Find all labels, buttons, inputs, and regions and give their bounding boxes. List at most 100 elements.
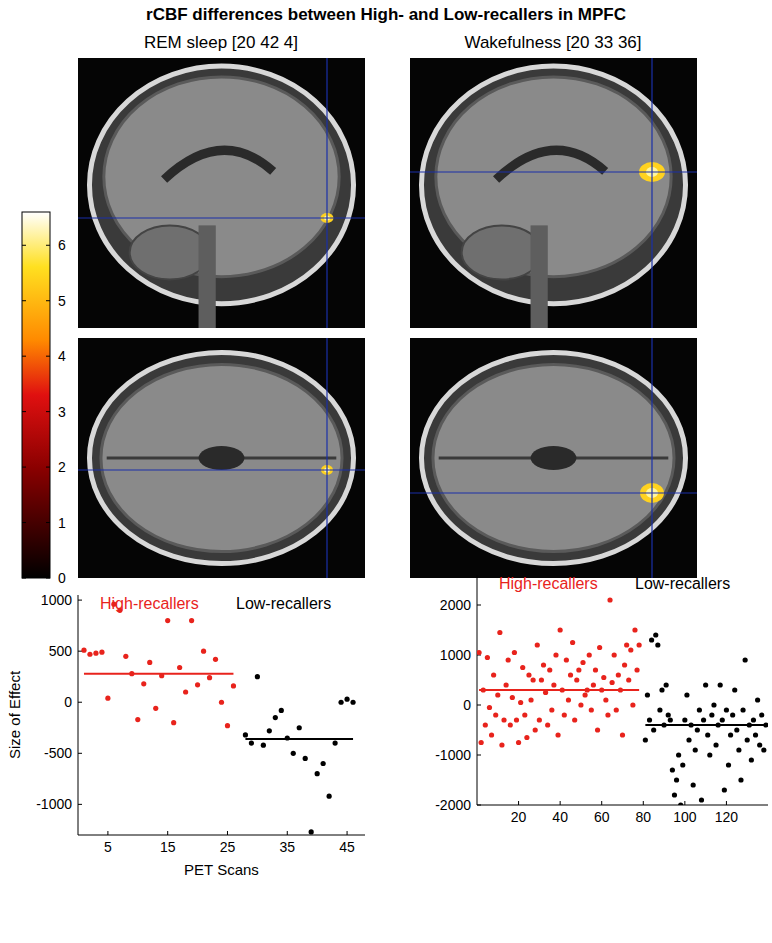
point [751,717,756,722]
x-tick-label: 25 [220,839,236,855]
point [533,727,538,732]
point [350,700,355,705]
y-tick-label: 500 [49,643,73,659]
point [703,682,708,687]
ventricle [496,150,605,179]
point [607,597,612,602]
y-tick [477,605,481,606]
point [738,777,743,782]
brain [101,364,342,551]
point [487,705,492,710]
point [231,683,236,688]
ventricle [164,150,273,179]
point [495,692,500,697]
point [724,707,729,712]
point [610,680,615,685]
point [711,702,716,707]
point [135,717,140,722]
image-bg [78,58,365,328]
point [647,717,652,722]
point [745,737,750,742]
colorbar-tick-label: 3 [58,404,66,420]
point [489,732,494,737]
x-axis-label: PET Scans [184,861,259,878]
scatter-chart: -2000-100001000200020406080100120High-re… [435,575,768,825]
point [501,717,506,722]
point [279,708,284,713]
point [321,761,326,766]
point [483,722,488,727]
crosshair [410,492,697,493]
point [603,697,608,702]
point [201,649,206,654]
colorbar-tick [22,411,26,412]
x-tick [227,831,228,835]
colorbar-tick [22,522,26,523]
point [524,735,529,740]
x-tick [560,801,561,805]
y-tick-label: 0 [463,697,471,713]
point [753,732,758,737]
point [504,682,509,687]
point [701,717,706,722]
point [518,700,523,705]
series-label: Low-recallers [236,595,331,612]
point [99,650,104,655]
point [626,677,631,682]
colorbar-tick [22,245,26,246]
point [695,727,700,732]
point [643,737,648,742]
y-tick [78,702,82,703]
point [562,712,567,717]
point [171,720,176,725]
point [578,702,583,707]
y-tick-label: 1000 [440,647,471,663]
colorbar-tick [22,467,26,468]
skull [421,66,685,304]
point [303,756,308,761]
point [705,732,710,737]
mean-line [479,689,639,691]
cerebellum [130,225,210,279]
point [555,732,560,737]
x-tick [107,831,108,835]
point [249,740,254,745]
colorbar-tick [46,522,50,523]
crosshair [78,469,365,470]
colorbar-tick-label: 0 [58,570,66,586]
point [743,657,748,662]
x-tick [643,801,644,805]
point [327,794,332,799]
point [195,682,200,687]
point [297,725,302,730]
point [630,702,635,707]
mean-line [645,724,766,726]
point [728,732,733,737]
point [605,712,610,717]
axial-image [78,338,365,578]
point [568,672,573,677]
point [255,674,260,679]
point [570,640,575,645]
point [539,677,544,682]
y-tick-label: -2000 [435,797,471,813]
y-axis [477,575,478,805]
point [189,618,194,623]
scatter-chart: -1000-50005001000515253545Size of Effect… [6,592,365,878]
point [165,618,170,623]
point [531,677,536,682]
point [668,717,673,722]
point [291,751,296,756]
skull [421,352,685,563]
x-tick-label: 15 [160,839,176,855]
point [757,742,762,747]
point [153,706,158,711]
point [697,707,702,712]
point [651,727,656,732]
point [657,707,662,712]
point [338,700,343,705]
y-tick [78,804,82,805]
point [485,655,490,660]
x-tick [684,801,685,805]
point [678,802,683,805]
